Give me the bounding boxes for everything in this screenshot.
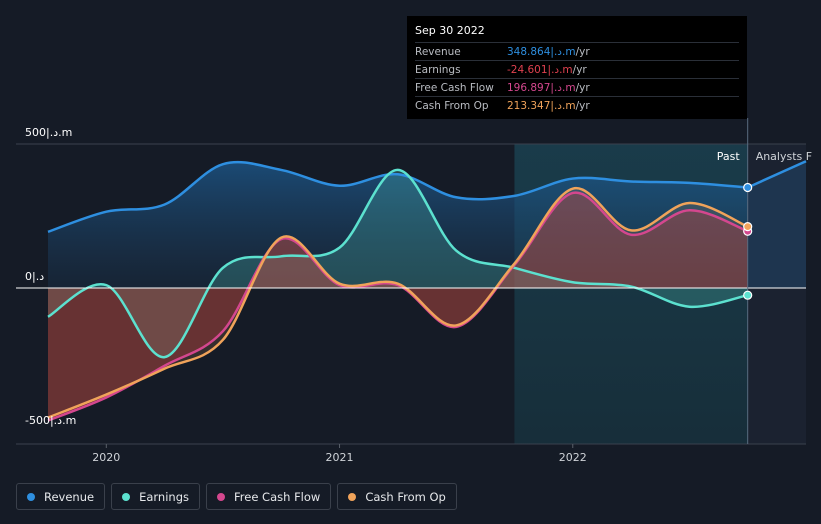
tooltip-value: 213.347|.د.m	[507, 99, 576, 112]
revenue-line	[47, 160, 748, 234]
tooltip-label: Revenue	[415, 45, 461, 58]
forecast-label: Analysts F	[756, 150, 812, 163]
tooltip-label: Cash From Op	[415, 99, 489, 112]
legend-dot-icon	[348, 492, 357, 501]
cash-from-op-marker	[743, 222, 753, 232]
tooltip-row: Revenue 348.864|.د.m /yr	[415, 42, 739, 60]
revenue-forecast-line	[747, 160, 807, 189]
legend: Revenue Earnings Free Cash Flow Cash From O…	[16, 483, 457, 510]
legend-item-free-cash-flow[interactable]: Free Cash Flow	[206, 483, 332, 510]
tooltip-unit: /yr	[572, 63, 587, 76]
forecast-region	[747, 144, 806, 444]
tooltip-unit: /yr	[575, 45, 590, 58]
y-tick-label: 0|.د	[25, 270, 44, 283]
earnings-area	[48, 169, 748, 358]
tooltip-date: Sep 30 2022	[415, 24, 485, 37]
legend-label: Revenue	[44, 489, 95, 504]
revenue-marker	[743, 182, 753, 193]
tooltip-row: Free Cash Flow 196.897|.د.m /yr	[415, 78, 739, 96]
tooltip-value: -24.601|.د.m	[507, 63, 573, 76]
y-tick-label: -500|.د.m	[25, 414, 76, 427]
legend-label: Cash From Op	[365, 489, 446, 504]
cash-from-op-area	[48, 188, 748, 418]
free-cash-flow-area	[48, 192, 748, 421]
legend-label: Earnings	[139, 489, 189, 504]
cash-from-op-line	[47, 187, 749, 419]
legend-item-earnings[interactable]: Earnings	[111, 483, 200, 510]
tooltip-label: Free Cash Flow	[415, 81, 494, 94]
legend-dot-icon	[122, 492, 131, 501]
tooltip-unit: /yr	[575, 99, 590, 112]
tooltip-row: Cash From Op 213.347|.د.m /yr	[415, 96, 739, 114]
free-cash-flow-line	[47, 191, 749, 422]
tooltip: Sep 30 2022 Revenue 348.864|.د.m /yr Earni…	[407, 16, 747, 119]
x-tick-label: 2022	[559, 451, 587, 464]
legend-dot-icon	[27, 492, 35, 501]
x-tick-label: 2021	[326, 451, 354, 464]
legend-dot-icon	[217, 492, 225, 501]
tooltip-value: 348.864|.د.m	[507, 45, 576, 58]
legend-item-revenue[interactable]: Revenue	[16, 483, 106, 510]
revenue-forecast-area	[747, 161, 806, 288]
earnings-line	[47, 168, 748, 359]
legend-label: Free Cash Flow	[234, 489, 321, 504]
tooltip-value: 196.897|.د.m	[507, 81, 576, 94]
tooltip-unit: /yr	[575, 81, 590, 94]
y-tick-label: 500|.د.m	[25, 126, 72, 139]
past-label: Past	[717, 150, 741, 163]
legend-item-cash-from-op[interactable]: Cash From Op	[337, 483, 457, 510]
x-tick-label: 2020	[92, 451, 120, 464]
earnings-marker	[743, 290, 753, 300]
tooltip-label: Earnings	[415, 63, 461, 76]
tooltip-row: Earnings -24.601|.د.m /yr	[415, 60, 739, 78]
